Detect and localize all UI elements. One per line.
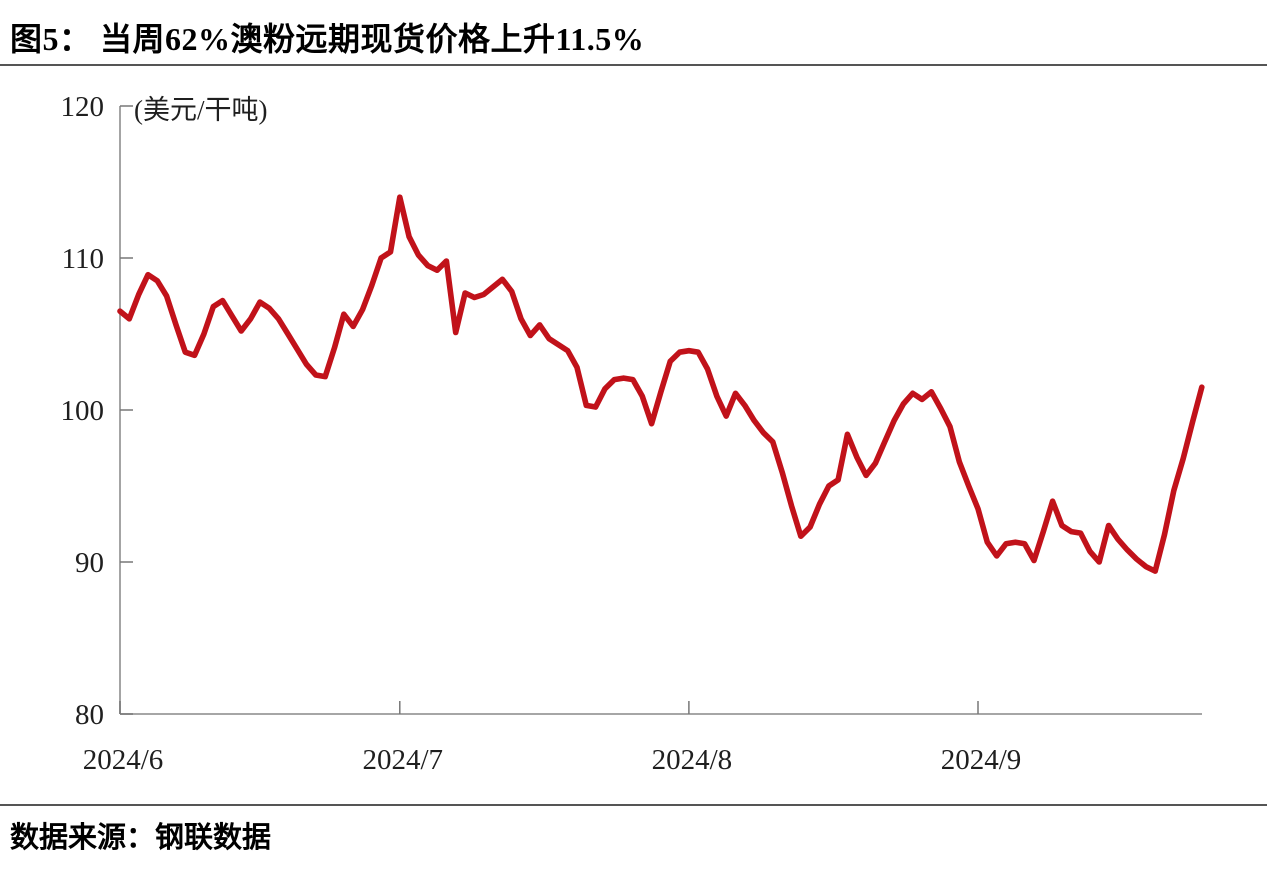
y-axis-tick-label: 110 bbox=[62, 243, 104, 275]
footer-divider bbox=[0, 804, 1267, 806]
y-axis-unit-label: (美元/干吨) bbox=[134, 95, 268, 125]
x-axis-tick-label: 2024/7 bbox=[363, 744, 444, 776]
y-axis-tick-label: 120 bbox=[61, 91, 105, 123]
y-axis-tick-label: 100 bbox=[61, 395, 105, 427]
y-axis-tick-label: 80 bbox=[75, 699, 104, 731]
x-axis-tick-label: 2024/8 bbox=[652, 744, 733, 776]
y-axis-tick-label: 90 bbox=[75, 547, 104, 579]
chart-canvas: 120 110 100 90 80 2024/6 2024/7 2024/8 2024/9 bbox=[61, 91, 1205, 776]
x-axis-tick-label: 2024/9 bbox=[941, 744, 1022, 776]
price-line-chart: 120 110 100 90 80 2024/6 2024/7 2024/8 2024/9 (美… bbox=[61, 91, 1205, 776]
x-axis-tick-label: 2024/6 bbox=[83, 744, 164, 776]
figure-title: 图5： 当周62%澳粉远期现货价格上升11.5% bbox=[10, 21, 645, 57]
price-line-series bbox=[117, 194, 1205, 574]
data-source: 数据来源：钢联数据 bbox=[10, 822, 272, 854]
title-underline bbox=[0, 64, 1267, 66]
